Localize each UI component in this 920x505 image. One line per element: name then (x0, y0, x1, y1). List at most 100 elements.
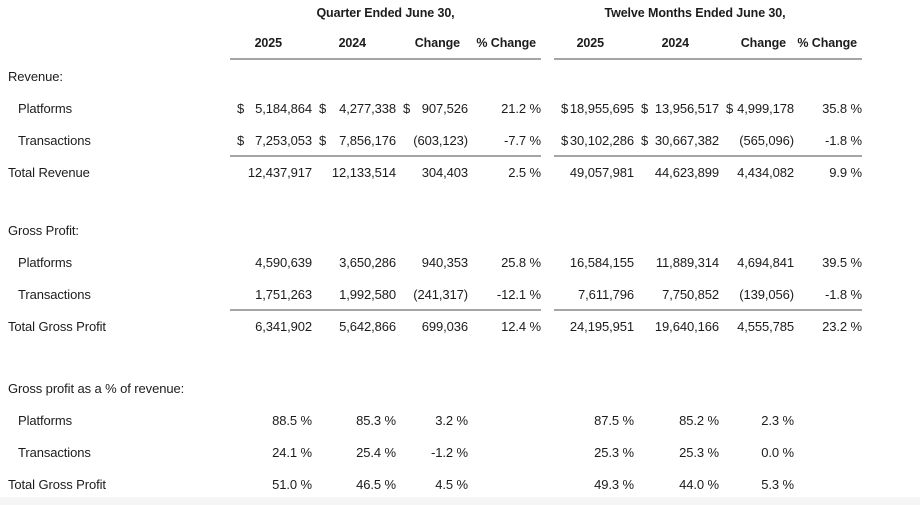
value: 4.5 % (435, 476, 468, 492)
value: -1.8 % (825, 286, 862, 302)
cell-value: $907,526 (396, 101, 468, 116)
column-header-spacer (0, 35, 230, 51)
cell-value: 39.5 % (794, 255, 862, 270)
cell-value: (139,056) (719, 287, 794, 302)
value: 940,353 (421, 254, 468, 270)
column-header-q-2024: 2024 (338, 36, 367, 50)
cell-value: (241,317) (396, 287, 468, 302)
cell-value: 11,889,314 (634, 255, 719, 270)
row-label: Total Gross Profit (8, 318, 106, 334)
header-rule-twelve-months (554, 58, 862, 60)
group-header-twelve-months: Twelve Months Ended June 30, (604, 6, 786, 20)
header-rule-row (0, 58, 920, 60)
row-label: Total Gross Profit (8, 476, 106, 492)
value: 44,623,899 (654, 164, 719, 180)
group-gap (541, 35, 554, 51)
total-rule-right (554, 309, 862, 311)
value: 12.4 % (501, 318, 541, 334)
section-title: Revenue: (8, 68, 63, 84)
value: 4,277,338 (339, 100, 396, 116)
cell-value: $18,955,695 (554, 101, 634, 116)
cell-value: 24.1 % (230, 445, 312, 460)
value: 699,036 (421, 318, 468, 334)
cell-value: 4,590,639 (230, 255, 312, 270)
value: 2.5 % (508, 164, 541, 180)
value: 85.2 % (679, 412, 719, 428)
value: 49,057,981 (569, 164, 634, 180)
cell-value: $30,102,286 (554, 133, 634, 148)
column-header-t-change: Change (740, 36, 786, 50)
value: (241,317) (413, 286, 468, 302)
cell-value: 24,195,951 (554, 319, 634, 334)
cell-value: 12,133,514 (312, 165, 396, 180)
row-label: Platforms (18, 100, 73, 116)
value: 1,992,580 (339, 286, 396, 302)
value: 25.4 % (356, 444, 396, 460)
column-header-q-pct-change: % Change (476, 36, 536, 50)
cell-value: 25.3 % (554, 445, 634, 460)
table-body: Revenue: Platforms $5,184,864 $4,277,338 $90… (0, 60, 920, 500)
cell-value: 88.5 % (230, 413, 312, 428)
column-header-q-2025: 2025 (254, 36, 283, 50)
table-row: Transactions 1,751,263 1,992,580 (241,317) -… (0, 278, 920, 310)
value: 9.9 % (829, 164, 862, 180)
value: 16,584,155 (569, 254, 634, 270)
cell-value: 4,555,785 (719, 319, 794, 334)
value: 5.3 % (761, 476, 794, 492)
dollar-sign: $ (403, 100, 411, 116)
cell-value: 4,694,841 (719, 255, 794, 270)
value: 12,437,917 (247, 164, 312, 180)
value: 7,856,176 (339, 132, 396, 148)
table-row: Platforms 88.5 % 85.3 % 3.2 % 87.5 % 85.2 % 2.… (0, 404, 920, 436)
section-title: Gross profit as a % of revenue: (8, 380, 185, 396)
value: 1,751,263 (255, 286, 312, 302)
cell-value: 6,341,902 (230, 319, 312, 334)
cell-value: 1,992,580 (312, 287, 396, 302)
value: 30,667,382 (654, 132, 719, 148)
cell-value: 25.3 % (634, 445, 719, 460)
cell-value: $4,999,178 (719, 101, 794, 116)
dollar-sign: $ (726, 100, 734, 116)
value: 25.3 % (679, 444, 719, 460)
table-row: Platforms 4,590,639 3,650,286 940,353 25.8 %… (0, 246, 920, 278)
table-row: Transactions 24.1 % 25.4 % -1.2 % 25.3 % 25.3… (0, 436, 920, 468)
dollar-sign: $ (561, 100, 569, 116)
value: 304,403 (421, 164, 468, 180)
dollar-sign: $ (641, 100, 649, 116)
value: 46.5 % (356, 476, 396, 492)
cell-value: 5.3 % (719, 477, 794, 492)
total-rule-left (230, 309, 541, 311)
value: 24,195,951 (569, 318, 634, 334)
value: 23.2 % (822, 318, 862, 334)
table-row: Total Gross Profit 6,341,902 5,642,866 699,… (0, 309, 920, 342)
value: 12,133,514 (331, 164, 396, 180)
cell-value: 25.8 % (468, 255, 541, 270)
cell-value: 16,584,155 (554, 255, 634, 270)
group-header-quarter: Quarter Ended June 30, (316, 6, 455, 20)
value: -7.7 % (504, 132, 541, 148)
value: 4,434,082 (737, 164, 794, 180)
column-header-row: 2025 2024 Change % Change 2025 2024 Chan… (0, 35, 920, 51)
cell-value: -1.8 % (794, 287, 862, 302)
value: 25.3 % (594, 444, 634, 460)
column-header-q-change: Change (414, 36, 460, 50)
header-rule-quarter (230, 58, 541, 60)
table-row: Transactions $7,253,053 $7,856,176 (603,123… (0, 124, 920, 156)
cell-value: 4.5 % (396, 477, 468, 492)
bottom-edge-strip (0, 497, 920, 505)
value: 4,694,841 (737, 254, 794, 270)
value: 11,889,314 (655, 254, 719, 270)
column-header-t-2025: 2025 (576, 36, 605, 50)
cell-value: -1.2 % (396, 445, 468, 460)
row-label: Platforms (18, 412, 73, 428)
cell-value: 44,623,899 (634, 165, 719, 180)
cell-value: $13,956,517 (634, 101, 719, 116)
cell-value: 3.2 % (396, 413, 468, 428)
dollar-sign: $ (561, 132, 569, 148)
value: 7,253,053 (255, 132, 312, 148)
value: -1.2 % (431, 444, 468, 460)
value: 7,750,852 (662, 286, 719, 302)
column-header-t-pct-change: % Change (797, 36, 857, 50)
cell-value: (603,123) (396, 133, 468, 148)
cell-value: $5,184,864 (230, 101, 312, 116)
